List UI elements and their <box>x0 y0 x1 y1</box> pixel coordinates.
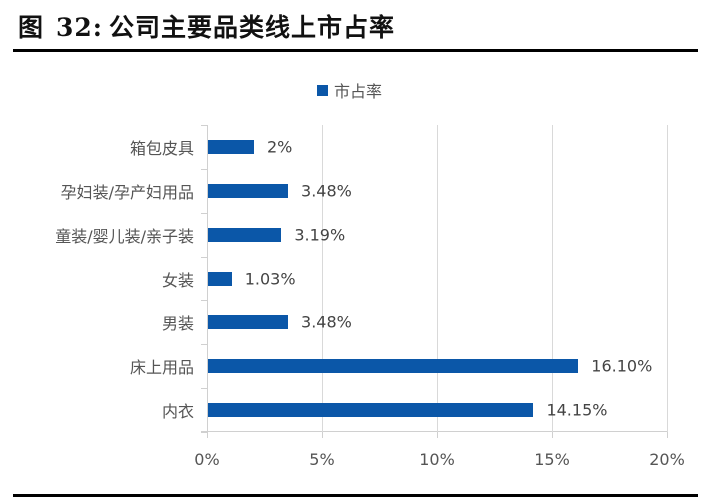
top-rule <box>13 49 698 52</box>
x-tick-label: 20% <box>649 450 685 469</box>
x-tick <box>322 432 323 438</box>
category-label: 箱包皮具 <box>129 138 194 158</box>
gridline <box>667 125 668 432</box>
y-tick <box>201 125 207 126</box>
category-label: 女装 <box>161 270 194 290</box>
gridline <box>552 125 553 432</box>
gridline <box>437 125 438 432</box>
bar <box>208 227 282 242</box>
bar-value-label: 3.48% <box>301 181 352 201</box>
category-label: 床上用品 <box>129 358 194 378</box>
category-label: 童装/婴儿装/亲子装 <box>55 226 194 246</box>
bar <box>208 315 289 330</box>
bar-value-label: 3.19% <box>294 225 346 245</box>
gridline <box>322 125 323 432</box>
bar <box>208 139 254 154</box>
bar-value-label: 3.48% <box>301 312 352 332</box>
y-axis <box>207 125 208 432</box>
x-tick <box>667 432 668 438</box>
bar-value-label: 16.10% <box>591 356 653 376</box>
y-tick <box>201 432 207 433</box>
category-label: 男装 <box>161 314 194 334</box>
bottom-rule <box>13 494 698 497</box>
x-tick-label: 10% <box>419 450 455 469</box>
category-label: 内衣 <box>161 402 194 422</box>
y-tick <box>201 300 207 302</box>
bar <box>208 359 579 374</box>
legend-swatch-icon <box>317 84 328 96</box>
x-tick <box>552 432 553 438</box>
bar <box>208 403 534 418</box>
bar <box>208 271 232 286</box>
bar <box>208 183 289 198</box>
y-tick <box>201 388 207 390</box>
x-tick-label: 15% <box>534 450 570 469</box>
bar-value-label: 2% <box>267 137 293 157</box>
bar-value-label: 14.15% <box>546 400 608 420</box>
x-axis <box>201 431 667 432</box>
x-tick <box>437 432 438 438</box>
plot-area: 2% 3.48% 3.19% 1.03% 3.48% 16.10% 14.15% <box>201 125 668 438</box>
x-tick-label: 5% <box>309 450 335 469</box>
x-tick-label: 0% <box>194 450 220 469</box>
bar-value-label: 1.03% <box>244 269 296 288</box>
y-tick <box>201 168 207 170</box>
y-tick <box>201 344 207 346</box>
figure-number: 32: <box>56 13 104 42</box>
chart-legend: 市占率 <box>317 78 382 102</box>
legend-label: 市占率 <box>334 82 383 101</box>
category-label: 孕妇装/孕产妇用品 <box>60 182 194 202</box>
figure-title-text: 公司主要品类线上市占率 <box>109 13 396 42</box>
figure-prefix: 图 <box>18 13 45 42</box>
y-tick <box>201 256 207 258</box>
figure-title: 图 32: 公司主要品类线上市占率 <box>18 8 395 44</box>
y-tick <box>201 212 207 214</box>
x-tick <box>207 432 208 438</box>
